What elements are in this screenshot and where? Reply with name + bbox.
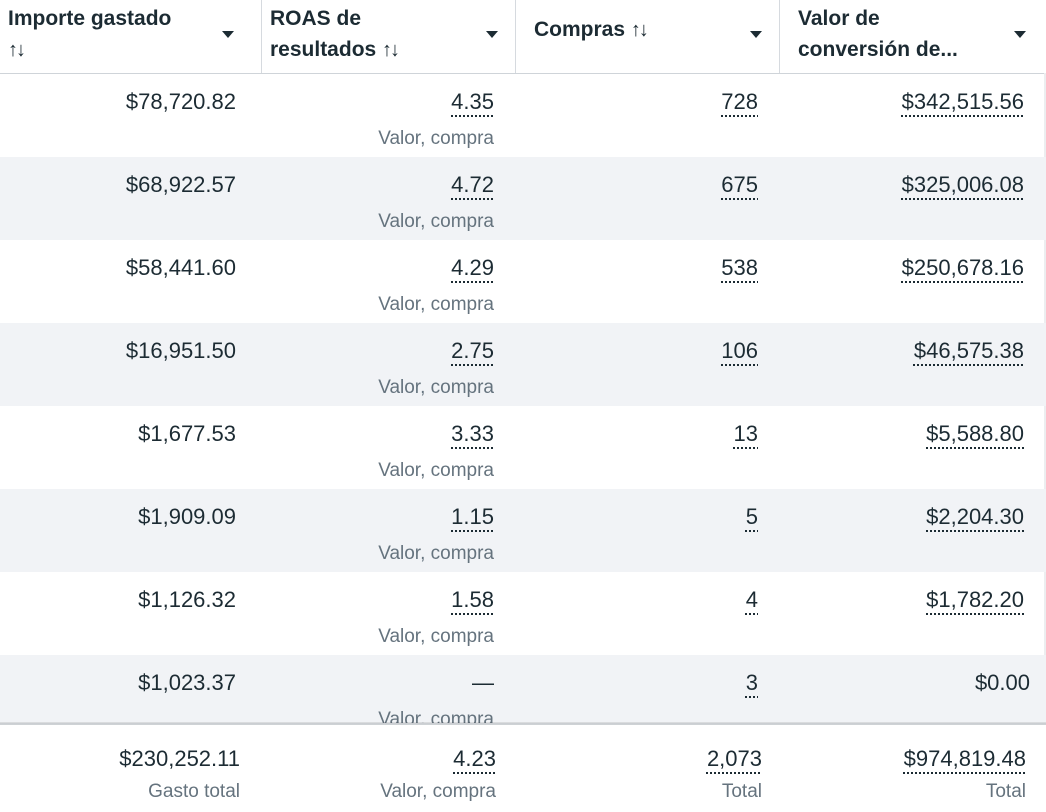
chevron-down-icon[interactable]	[486, 31, 498, 38]
column-title: Importe gastado	[8, 7, 172, 30]
roas-sublabel: Valor, compra	[378, 128, 494, 149]
table-row[interactable]: $1,677.53 3.33 Valor, compra 13 $5,588.8…	[0, 406, 1046, 489]
roas-sublabel: Valor, compra	[378, 377, 494, 398]
roas-sublabel: Valor, compra	[378, 460, 494, 481]
roas-value-link[interactable]: 1.58	[451, 587, 494, 612]
compras-value-link[interactable]: 4	[745, 587, 758, 612]
column-title-line2: resultados	[270, 38, 383, 61]
table-row[interactable]: $1,023.37 — Valor, compra 3 $0.00	[0, 655, 1046, 725]
sort-icon[interactable]: ↑↓	[8, 39, 26, 61]
total-roas-label: Valor, compra	[380, 781, 496, 802]
totals-row: $230,252.11 Gasto total 4.23 Valor, comp…	[0, 725, 1046, 812]
roas-sublabel: Valor, compra	[378, 294, 494, 315]
table-row[interactable]: $58,441.60 4.29 Valor, compra 538 $250,6…	[0, 240, 1046, 323]
roas-value-link[interactable]: 4.29	[451, 255, 494, 280]
compras-value-link[interactable]: 5	[745, 504, 758, 529]
roas-sublabel: Valor, compra	[378, 543, 494, 564]
compras-value-link[interactable]: 728	[721, 89, 758, 114]
importe-gastado-value: $68,922.57	[125, 172, 236, 197]
roas-sublabel: Valor, compra	[378, 709, 494, 725]
totals-divider	[0, 723, 1046, 725]
column-title-line2: conversión de...	[798, 38, 958, 61]
roas-empty-value: —	[472, 670, 494, 695]
compras-value-link[interactable]: 675	[721, 172, 758, 197]
total-conversion-value-label: Total	[985, 781, 1026, 802]
valor-conversion-link[interactable]: $5,588.80	[926, 421, 1024, 446]
column-header-compras[interactable]: Compras ↑↓	[516, 0, 780, 73]
column-title: Compras	[534, 18, 631, 41]
valor-conversion-link[interactable]: $342,515.56	[901, 89, 1024, 114]
valor-conversion-link[interactable]: $325,006.08	[901, 172, 1024, 197]
compras-value-link[interactable]: 13	[733, 421, 758, 446]
column-title: ROAS de	[270, 7, 362, 30]
roas-value-link[interactable]: 3.33	[451, 421, 494, 446]
total-spend-label: Gasto total	[148, 781, 240, 802]
column-title: Valor de	[798, 7, 880, 30]
importe-gastado-value: $58,441.60	[125, 255, 236, 280]
column-header-importe-gastado[interactable]: Importe gastado ↑↓	[0, 0, 262, 73]
total-purchases-link[interactable]: 2,073	[706, 746, 762, 771]
chevron-down-icon[interactable]	[222, 31, 234, 38]
chevron-down-icon[interactable]	[750, 31, 762, 38]
importe-gastado-value: $16,951.50	[125, 338, 236, 363]
roas-value-link[interactable]: 4.35	[451, 89, 494, 114]
sort-icon[interactable]: ↑↓	[382, 39, 400, 61]
roas-value-link[interactable]: 1.15	[451, 504, 494, 529]
chevron-down-icon[interactable]	[1014, 31, 1026, 38]
table-row[interactable]: $1,909.09 1.15 Valor, compra 5 $2,204.30	[0, 489, 1046, 572]
importe-gastado-value: $1,677.53	[138, 421, 236, 446]
column-header-roas[interactable]: ROAS de resultados ↑↓	[262, 0, 516, 73]
column-header-valor-conversion[interactable]: Valor de conversión de...	[780, 0, 1046, 73]
compras-value-link[interactable]: 106	[721, 338, 758, 363]
valor-conversion-link[interactable]: $2,204.30	[926, 504, 1024, 529]
valor-conversion-link[interactable]: $46,575.38	[913, 338, 1024, 363]
valor-conversion-link[interactable]: $250,678.16	[901, 255, 1024, 280]
total-spend-value: $230,252.11	[119, 746, 240, 771]
table-row[interactable]: $1,126.32 1.58 Valor, compra 4 $1,782.20	[0, 572, 1046, 655]
table-row[interactable]: $68,922.57 4.72 Valor, compra 675 $325,0…	[0, 157, 1046, 240]
valor-conversion-value: $0.00	[974, 670, 1030, 695]
table-row[interactable]: $78,720.82 4.35 Valor, compra 728 $342,5…	[0, 74, 1046, 157]
roas-sublabel: Valor, compra	[378, 211, 494, 232]
table-row[interactable]: $16,951.50 2.75 Valor, compra 106 $46,57…	[0, 323, 1046, 406]
total-purchases-label: Total	[721, 781, 762, 802]
importe-gastado-value: $1,126.32	[138, 587, 236, 612]
sort-icon[interactable]: ↑↓	[630, 19, 649, 41]
roas-value-link[interactable]: 4.72	[451, 172, 494, 197]
importe-gastado-value: $78,720.82	[125, 89, 236, 114]
roas-value-link[interactable]: 2.75	[451, 338, 494, 363]
valor-conversion-link[interactable]: $1,782.20	[926, 587, 1024, 612]
importe-gastado-value: $1,023.37	[138, 670, 236, 695]
importe-gastado-value: $1,909.09	[138, 504, 236, 529]
table-header: Importe gastado ↑↓ ROAS de resultados ↑↓…	[0, 0, 1046, 74]
total-roas-link[interactable]: 4.23	[453, 746, 496, 771]
compras-value-link[interactable]: 3	[745, 670, 758, 695]
compras-value-link[interactable]: 538	[721, 255, 758, 280]
roas-sublabel: Valor, compra	[378, 626, 494, 647]
total-conversion-value-link[interactable]: $974,819.48	[903, 746, 1026, 771]
